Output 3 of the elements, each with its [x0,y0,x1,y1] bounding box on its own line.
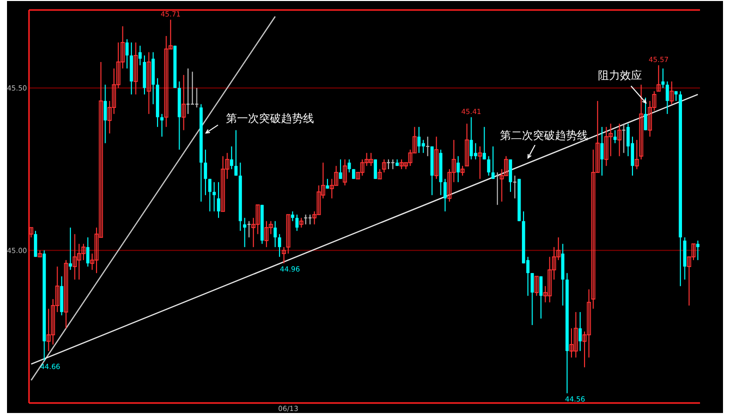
annotation: 第二次突破趋势线 [500,129,588,142]
annotation: 第一次突破趋势线 [226,112,314,125]
annotation: 阻力效应 [598,69,642,82]
